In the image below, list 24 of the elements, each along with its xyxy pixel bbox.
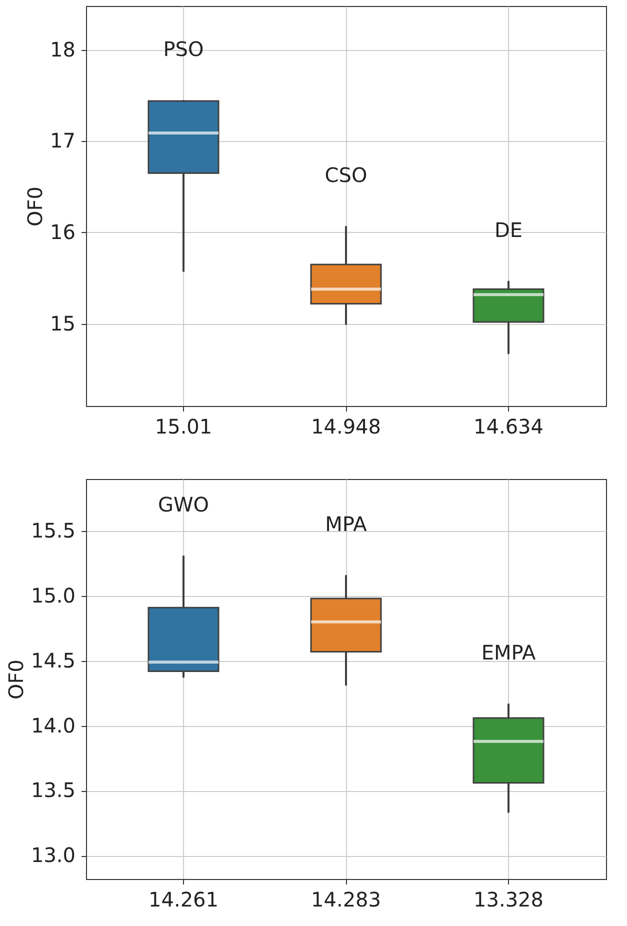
y-tick-label: 16 xyxy=(50,220,76,244)
annotation: PSO xyxy=(163,37,204,62)
y-axis-title: OF0 xyxy=(23,186,48,226)
x-tick-label: 13.328 xyxy=(474,888,544,912)
x-tick-label: 14.948 xyxy=(311,414,381,438)
annotation: CSO xyxy=(324,163,368,188)
y-tick-label: 15.0 xyxy=(30,583,76,608)
annotation: DE xyxy=(494,218,523,242)
annotation: MPA xyxy=(325,512,368,536)
y-tick-label: 17 xyxy=(50,128,76,153)
x-tick-label: 15.01 xyxy=(154,414,212,438)
y-tick-label: 15 xyxy=(50,311,76,336)
y-axis-title: OF0 xyxy=(4,660,28,700)
x-tick-label: 14.261 xyxy=(148,888,218,912)
y-tick-label: 13.5 xyxy=(30,778,76,802)
y-tick-label: 14.0 xyxy=(30,713,76,738)
y-tick-label: 15.5 xyxy=(30,518,76,542)
annotation: EMPA xyxy=(481,640,536,665)
x-tick-label: 14.634 xyxy=(474,414,544,438)
x-tick-label: 14.283 xyxy=(311,888,381,912)
annotation: GWO xyxy=(158,492,210,517)
y-tick-label: 18 xyxy=(50,37,76,62)
y-tick-label: 14.5 xyxy=(30,648,76,672)
y-tick-label: 13.0 xyxy=(30,843,76,868)
